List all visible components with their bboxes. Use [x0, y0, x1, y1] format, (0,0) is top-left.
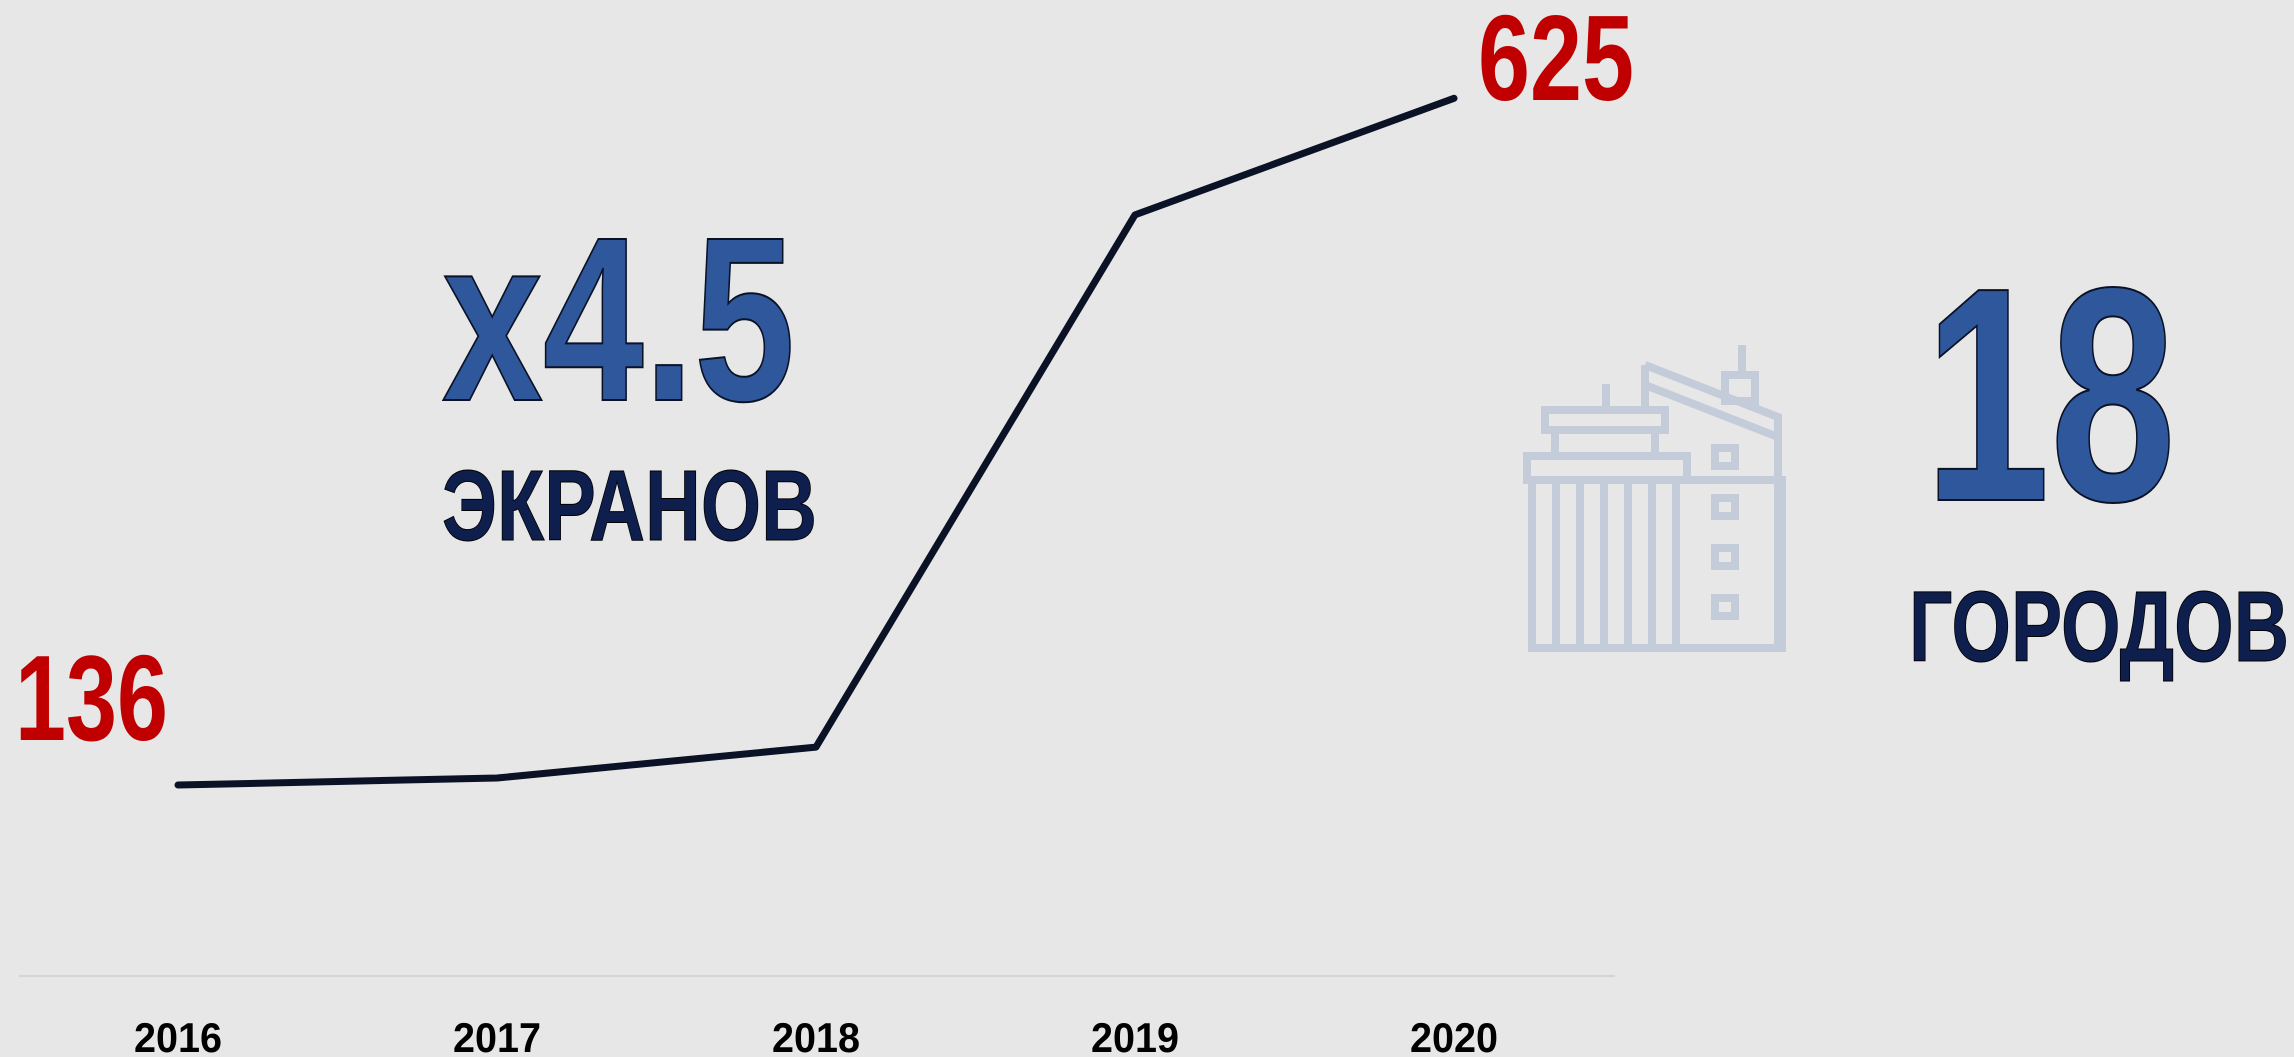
annotation-subtext: ГОРОДОВ	[1909, 571, 2289, 683]
x-tick-label: 2018	[772, 1014, 860, 1057]
data-label: 136	[15, 630, 168, 766]
x-tick-label: 2017	[453, 1014, 541, 1057]
x-tick-label: 2019	[1091, 1014, 1179, 1057]
annotation-subtext: ЭКРАНОВ	[442, 450, 817, 562]
x-tick-label: 2020	[1410, 1014, 1498, 1057]
building-icon	[1523, 345, 1786, 652]
data-label: 625	[1478, 0, 1634, 126]
x-tick-label: 2016	[134, 1014, 222, 1057]
line	[174, 94, 1458, 789]
annotation: x4.5	[442, 188, 795, 450]
annotation: 18	[1924, 224, 2176, 565]
